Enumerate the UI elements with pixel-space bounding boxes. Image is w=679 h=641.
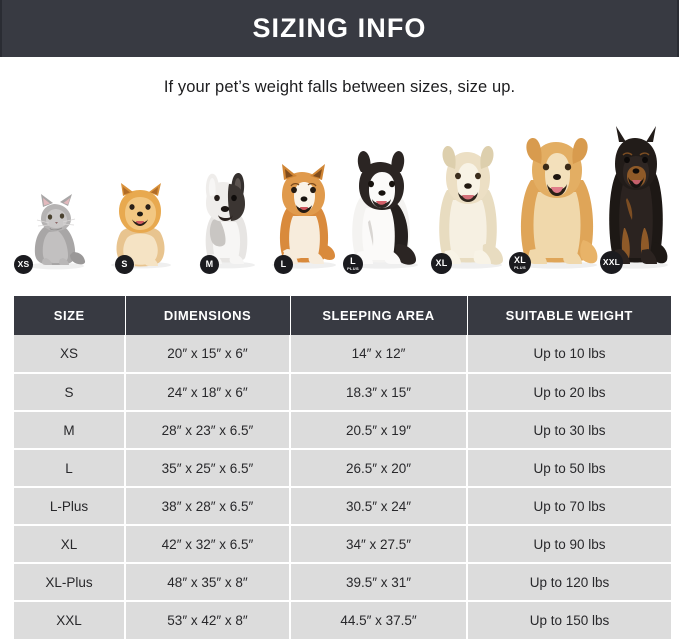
dog-icon-labrador-retriever (423, 138, 513, 270)
cell-size: XS (14, 335, 126, 374)
table-row: S 24″ x 18″ x 6″ 18.3″ x 15″ Up to 20 lb… (14, 373, 671, 412)
size-badge-l-plus: L PLUS (343, 254, 363, 274)
header-bar: SIZING INFO (0, 0, 679, 57)
cell-sleeping-area: 34″ x 27.5″ (290, 525, 468, 564)
size-badge-xxl: XXL (600, 251, 623, 274)
dog-icon-shiba-inu (261, 152, 347, 270)
cell-dimensions: 48″ x 35″ x 8″ (125, 563, 291, 602)
cell-size: L (14, 449, 126, 488)
cell-sleeping-area: 14″ x 12″ (290, 335, 468, 374)
cell-suitable-weight: Up to 10 lbs (467, 335, 671, 374)
cell-sleeping-area: 26.5″ x 20″ (290, 449, 468, 488)
cell-sleeping-area: 44.5″ x 37.5″ (290, 601, 468, 639)
size-badge-xs: XS (14, 255, 33, 274)
column-header-suitable-weight: SUITABLE WEIGHT (467, 296, 671, 335)
cell-sleeping-area: 30.5″ x 24″ (290, 487, 468, 526)
animal-cell-m: M (186, 158, 266, 280)
dog-icon-border-collie (334, 142, 430, 270)
cell-dimensions: 28″ x 23″ x 6.5″ (125, 411, 291, 450)
animal-cell-xxl: XXL (600, 122, 671, 280)
cell-dimensions: 38″ x 28″ x 6.5″ (125, 487, 291, 526)
table-header-row: SIZE DIMENSIONS SLEEPING AREA SUITABLE W… (14, 296, 671, 335)
table-row: XS 20″ x 15″ x 6″ 14″ x 12″ Up to 10 lbs (14, 335, 671, 374)
table-row: XL 42″ x 32″ x 6.5″ 34″ x 27.5″ Up to 90… (14, 525, 671, 564)
column-header-size: SIZE (14, 296, 126, 335)
cell-sleeping-area: 39.5″ x 31″ (290, 563, 468, 602)
cell-dimensions: 20″ x 15″ x 6″ (125, 335, 291, 374)
cell-sleeping-area: 18.3″ x 15″ (290, 373, 468, 412)
cell-size: XXL (14, 601, 126, 639)
sizing-table: SIZE DIMENSIONS SLEEPING AREA SUITABLE W… (14, 296, 671, 639)
size-badge-xl: XL (431, 253, 452, 274)
table-row: XL-Plus 48″ x 35″ x 8″ 39.5″ x 31″ Up to… (14, 563, 671, 602)
cell-dimensions: 24″ x 18″ x 6″ (125, 373, 291, 412)
dog-icon-pomeranian (101, 166, 179, 270)
animal-cell-xl-plus: XL PLUS (504, 128, 610, 280)
cell-size: M (14, 411, 126, 450)
table-row: M 28″ x 23″ x 6.5″ 20.5″ x 19″ Up to 30 … (14, 411, 671, 450)
cell-size: L-Plus (14, 487, 126, 526)
cell-size: XL (14, 525, 126, 564)
dog-icon-golden-retriever (505, 130, 609, 270)
cat-icon (16, 174, 90, 270)
cell-suitable-weight: Up to 90 lbs (467, 525, 671, 564)
cell-suitable-weight: Up to 120 lbs (467, 563, 671, 602)
dog-icon-french-bulldog (187, 160, 265, 270)
table-row: L-Plus 38″ x 28″ x 6.5″ 30.5″ x 24″ Up t… (14, 487, 671, 526)
animal-cell-xl: XL (422, 135, 514, 280)
size-badge-m: M (200, 255, 219, 274)
cell-size: S (14, 373, 126, 412)
cell-suitable-weight: Up to 150 lbs (467, 601, 671, 639)
animal-cell-s: S (100, 162, 180, 280)
table-row: L 35″ x 25″ x 6.5″ 26.5″ x 20″ Up to 50 … (14, 449, 671, 488)
cell-suitable-weight: Up to 70 lbs (467, 487, 671, 526)
animal-cell-l-plus: L PLUS (332, 140, 432, 280)
cell-dimensions: 53″ x 42″ x 8″ (125, 601, 291, 639)
column-header-dimensions: DIMENSIONS (125, 296, 291, 335)
animal-cell-xs: XS (14, 168, 92, 280)
dog-icon-doberman-pinscher (593, 124, 679, 270)
cell-sleeping-area: 20.5″ x 19″ (290, 411, 468, 450)
cell-suitable-weight: Up to 20 lbs (467, 373, 671, 412)
size-badge-xl-plus: XL PLUS (509, 252, 531, 274)
cell-suitable-weight: Up to 50 lbs (467, 449, 671, 488)
cell-suitable-weight: Up to 30 lbs (467, 411, 671, 450)
column-header-sleeping-area: SLEEPING AREA (290, 296, 468, 335)
subtitle-note: If your pet’s weight falls between sizes… (163, 78, 516, 96)
cell-dimensions: 42″ x 32″ x 6.5″ (125, 525, 291, 564)
table-row: XXL 53″ x 42″ x 8″ 44.5″ x 37.5″ Up to 1… (14, 601, 671, 639)
animal-size-comparison-row: XS (14, 126, 671, 280)
cell-dimensions: 35″ x 25″ x 6.5″ (125, 449, 291, 488)
animal-cell-l: L (260, 150, 348, 280)
page-title: SIZING INFO (252, 13, 427, 43)
size-badge-s: S (115, 255, 134, 274)
cell-size: XL-Plus (14, 563, 126, 602)
size-badge-l: L (274, 255, 293, 274)
